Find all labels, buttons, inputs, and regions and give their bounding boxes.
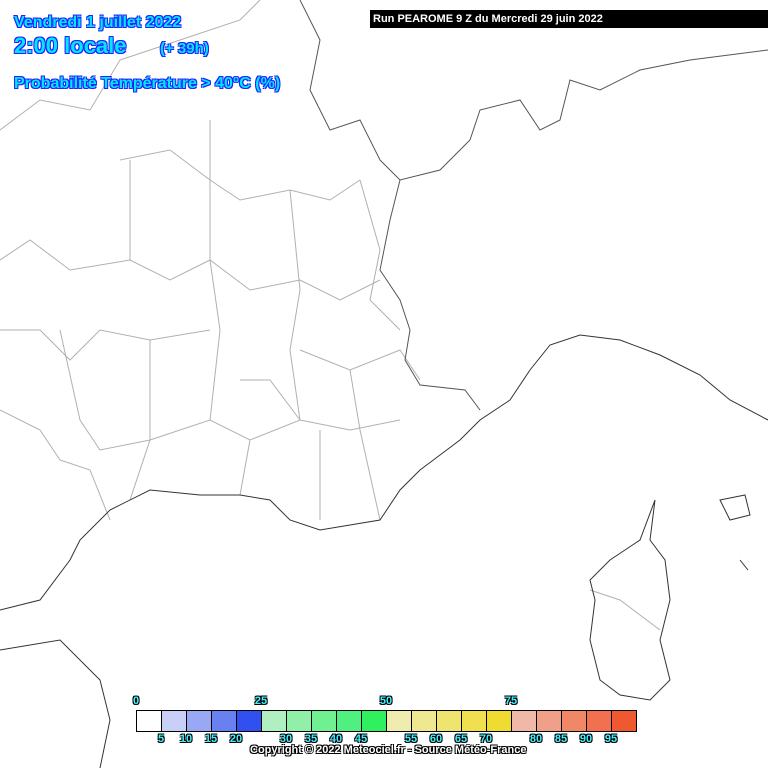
legend-tick-label: 25 [254, 695, 268, 707]
lead-time: (+ 39h) [160, 40, 209, 57]
forecast-date: Vendredi 1 juillet 2022 [14, 14, 182, 31]
legend-swatch [312, 711, 337, 731]
legend-swatch [437, 711, 462, 731]
legend-tick-label: 90 [579, 733, 593, 745]
legend-tick-label: 65 [454, 733, 468, 745]
legend-tick-label: 10 [179, 733, 193, 745]
legend-swatch [612, 711, 636, 731]
legend-tick-label: 70 [479, 733, 493, 745]
legend-swatch [187, 711, 212, 731]
copyright: Copyright © 2022 Meteociel.fr - Source M… [250, 744, 527, 756]
legend-swatch [487, 711, 512, 731]
legend-tick-label: 85 [554, 733, 568, 745]
legend-tick-label: 95 [604, 733, 618, 745]
color-scale-legend [136, 710, 637, 732]
legend-tick-label: 55 [404, 733, 418, 745]
legend-swatch [462, 711, 487, 731]
legend-swatch [287, 711, 312, 731]
legend-tick-label: 0 [132, 695, 140, 707]
legend-swatch [587, 711, 612, 731]
legend-swatch [512, 711, 537, 731]
legend-tick-label: 75 [504, 695, 518, 707]
legend-swatch [262, 711, 287, 731]
legend-swatch [412, 711, 437, 731]
legend-swatch [537, 711, 562, 731]
coastline [0, 334, 768, 768]
legend-tick-label: 60 [429, 733, 443, 745]
legend-tick-label: 45 [354, 733, 368, 745]
legend-swatch [237, 711, 262, 731]
forecast-time: 2:00 locale [14, 33, 127, 58]
legend-swatch [137, 711, 162, 731]
run-info: Run PEAROME 9 Z du Mercredi 29 juin 2022 [370, 10, 768, 28]
legend-swatch [212, 711, 237, 731]
legend-swatch [387, 711, 412, 731]
legend-tick-label: 80 [529, 733, 543, 745]
department-borders [0, 0, 661, 631]
parameter-title: Probabilité Température > 40°C (%) [14, 75, 281, 92]
legend-tick-label: 5 [157, 733, 165, 745]
legend-tick-label: 40 [329, 733, 343, 745]
legend-swatch [337, 711, 362, 731]
legend-swatch [562, 711, 587, 731]
legend-tick-label: 35 [304, 733, 318, 745]
legend-swatch [362, 711, 387, 731]
legend-tick-label: 30 [279, 733, 293, 745]
legend-tick-label: 50 [379, 695, 393, 707]
legend-tick-label: 15 [204, 733, 218, 745]
legend-swatch [162, 711, 187, 731]
national-borders [299, 0, 768, 411]
legend-tick-label: 20 [229, 733, 243, 745]
